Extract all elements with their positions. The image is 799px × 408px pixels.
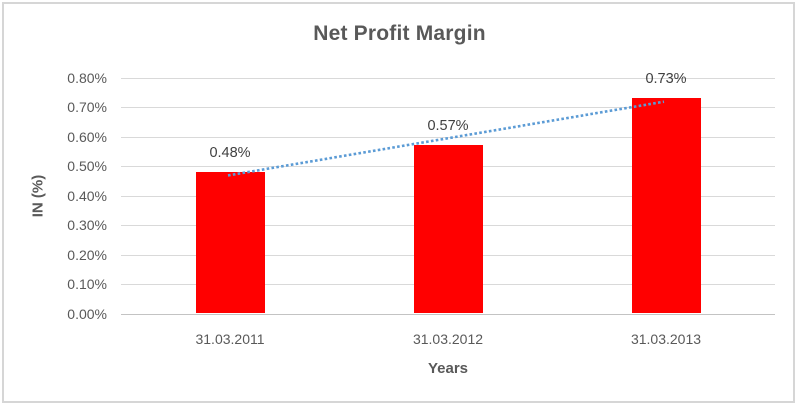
y-tick-label: 0.20% (67, 246, 107, 263)
trendline-dotted-segment (227, 100, 665, 177)
y-tick-label: 0.00% (67, 305, 107, 322)
x-category-label: 31.03.2011 (195, 331, 265, 347)
y-tick-label: 0.70% (67, 99, 107, 115)
y-tick-label: 0.80% (67, 69, 107, 86)
bar-data-label: 0.57% (427, 118, 469, 135)
gridline (121, 107, 775, 108)
gridline (121, 136, 775, 138)
y-axis-title: IN (%) (29, 174, 47, 218)
y-tick-label: 0.40% (67, 187, 107, 204)
chart-title: Net Profit Margin (313, 22, 486, 45)
y-tick-label: 0.10% (67, 276, 107, 292)
bar-data-label: 0.48% (209, 144, 251, 161)
x-axis-title: Years (427, 360, 469, 377)
y-tick-label: 0.60% (67, 128, 107, 145)
x-category-label: 31.03.2012 (412, 331, 484, 347)
y-tick-label: 0.30% (67, 217, 107, 233)
x-axis-line (121, 313, 775, 315)
bar (195, 171, 265, 314)
bar-data-label: 0.73% (645, 71, 687, 88)
bar (413, 145, 483, 314)
x-category-label: 31.03.2013 (630, 331, 702, 347)
bar (631, 98, 701, 314)
gridline (121, 77, 775, 79)
y-tick-label: 0.50% (67, 158, 107, 174)
